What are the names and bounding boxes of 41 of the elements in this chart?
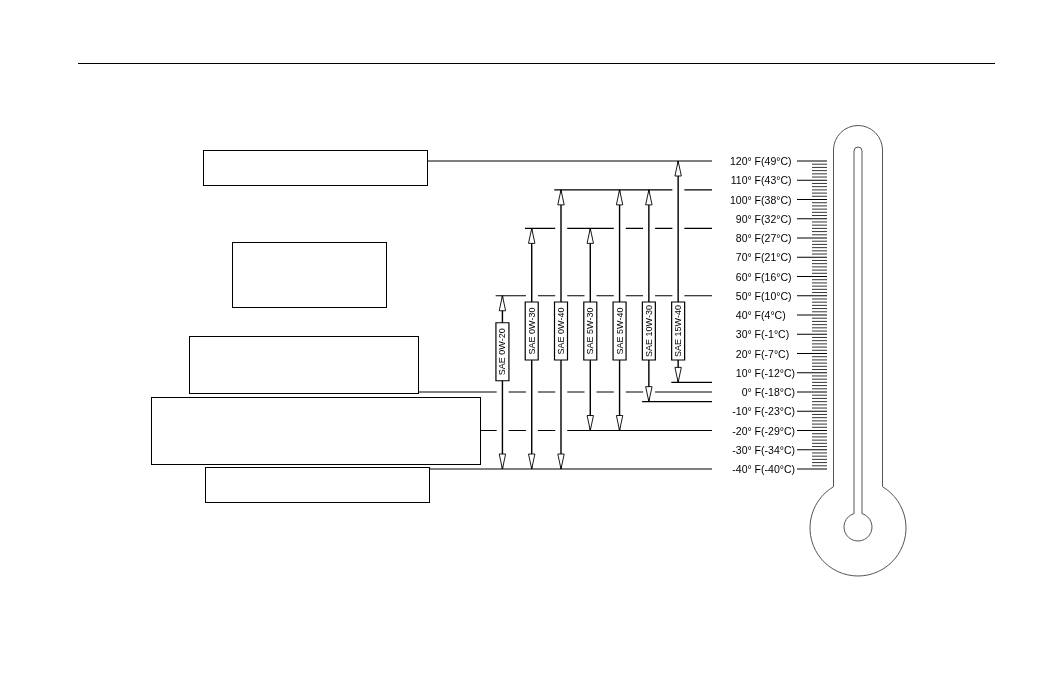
text: (4°C)	[761, 309, 786, 321]
x-tick-label: SAE 0W-30	[526, 307, 537, 355]
text: (-29°C)	[761, 424, 795, 437]
y-tick-label: 100° F	[729, 193, 762, 206]
text: (-7°C)	[761, 347, 790, 360]
text: (21°C)	[761, 251, 792, 264]
text: (-23°C)	[761, 405, 795, 418]
x-tick-label: SAE 10W-30	[643, 305, 654, 357]
y-tick-label: 10° F	[735, 366, 762, 379]
y-tick-label: -30° F	[732, 443, 762, 456]
text: (32°C)	[761, 212, 792, 225]
y-tick-label: -10° F	[732, 405, 762, 418]
y-tick-label: -40° F	[732, 463, 762, 475]
text: (-18°C)	[761, 386, 795, 398]
y-tick-label: 120° F	[729, 155, 762, 167]
x-tick-label: SAE 0W-20	[497, 328, 508, 376]
y-tick-label: 90° F	[735, 212, 762, 225]
y-tick-label: 30° F	[735, 328, 762, 341]
text: (49°C)	[761, 155, 792, 167]
x-tick-label: SAE 0W-40	[556, 307, 566, 355]
y-tick-label: 110° F	[730, 174, 762, 187]
y-tick-label: 80° F	[735, 232, 762, 244]
x-tick-label: SAE 5W-30	[585, 307, 596, 355]
text: (27°C)	[761, 232, 792, 244]
y-tick-label: 0° F	[741, 386, 762, 398]
y-tick-label: 50° F	[735, 289, 762, 302]
text: (16°C)	[761, 270, 792, 283]
y-tick-label: 40° F	[735, 309, 762, 321]
text: (-12°C)	[761, 366, 795, 379]
y-tick-label: -20° F	[732, 424, 762, 437]
text: (10°C)	[761, 289, 792, 302]
text: (43°C)	[761, 174, 792, 187]
text: (-1°C)	[761, 328, 790, 341]
text: (38°C)	[761, 193, 792, 206]
x-tick-label: SAE 15W-40	[673, 305, 684, 357]
text: (-34°C)	[761, 443, 795, 456]
y-tick-label: 60° F	[735, 270, 762, 283]
y-tick-label: 70° F	[735, 251, 762, 264]
text: (-40°C)	[761, 463, 795, 475]
x-tick-label: SAE 5W-40	[614, 307, 625, 355]
y-tick-label: 20° F	[735, 347, 762, 360]
